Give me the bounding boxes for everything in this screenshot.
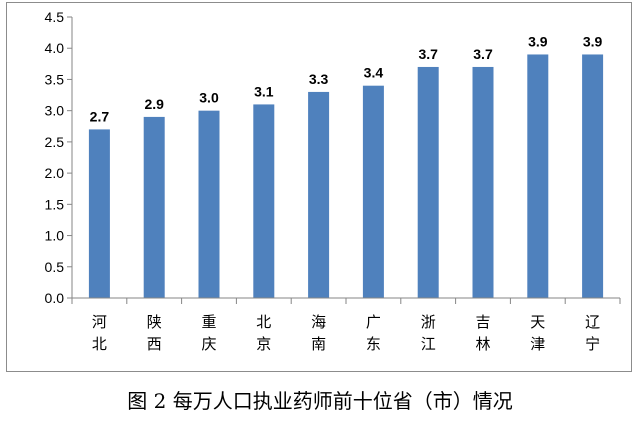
- bar-series: [88, 54, 604, 299]
- data-label: 3.9: [528, 33, 548, 49]
- bar: [417, 66, 439, 298]
- bar: [527, 54, 549, 298]
- data-label: 3.3: [309, 71, 329, 87]
- data-label: 3.7: [418, 46, 438, 62]
- x-tick-label: 浙江: [421, 313, 436, 353]
- x-tick-label: 吉林: [475, 313, 490, 353]
- y-axis: 0.0 0.5 1.0 1.5 2.0 2.5 3.0 3.5 4.0 4.5: [45, 9, 73, 306]
- data-label: 2.9: [144, 96, 164, 112]
- bar: [362, 85, 384, 298]
- figure-caption: 图 2 每万人口执业药师前十位省（市）情况: [127, 389, 513, 413]
- y-tick-label: 2.0: [45, 165, 65, 181]
- y-tick-label: 0.0: [45, 290, 65, 306]
- y-tick-label: 2.5: [45, 134, 65, 150]
- data-label: 3.7: [473, 46, 493, 62]
- y-tick-label: 4.0: [45, 40, 65, 56]
- bar: [88, 129, 110, 298]
- data-label: 3.0: [199, 90, 219, 106]
- data-label: 3.1: [254, 83, 274, 99]
- data-label: 2.7: [90, 108, 110, 124]
- y-tick-label: 4.5: [45, 9, 65, 25]
- x-tick-label: 海南: [311, 313, 326, 353]
- x-tick-label: 重庆: [201, 313, 216, 353]
- y-tick-label: 1.0: [45, 228, 65, 244]
- y-tick-label: 3.0: [45, 103, 65, 119]
- y-tick-label: 0.5: [45, 259, 65, 275]
- bar: [143, 116, 165, 299]
- bar: [472, 66, 494, 298]
- x-tick-label: 辽宁: [585, 313, 600, 353]
- bar: [253, 104, 275, 298]
- x-tick-label: 广东: [366, 313, 381, 353]
- y-tick-label: 1.5: [45, 196, 65, 212]
- data-label: 3.9: [583, 33, 603, 49]
- bar-chart: 0.0 0.5 1.0 1.5 2.0 2.5 3.0 3.5 4.0 4.5 2.7 2.9 3.0…: [45, 9, 621, 353]
- data-label: 3.4: [364, 65, 384, 81]
- data-labels: 2.7 2.9 3.0 3.1 3.3 3.4 3.7 3.7 3.9 3.9: [90, 33, 603, 124]
- x-tick-label: 河北: [92, 313, 107, 353]
- bar: [582, 54, 604, 298]
- x-tick-label: 陕西: [147, 313, 162, 353]
- bar: [308, 91, 330, 298]
- x-tick-label: 北京: [256, 313, 271, 353]
- x-tick-label: 天津: [530, 313, 545, 353]
- bar: [198, 110, 220, 299]
- y-tick-label: 3.5: [45, 71, 65, 87]
